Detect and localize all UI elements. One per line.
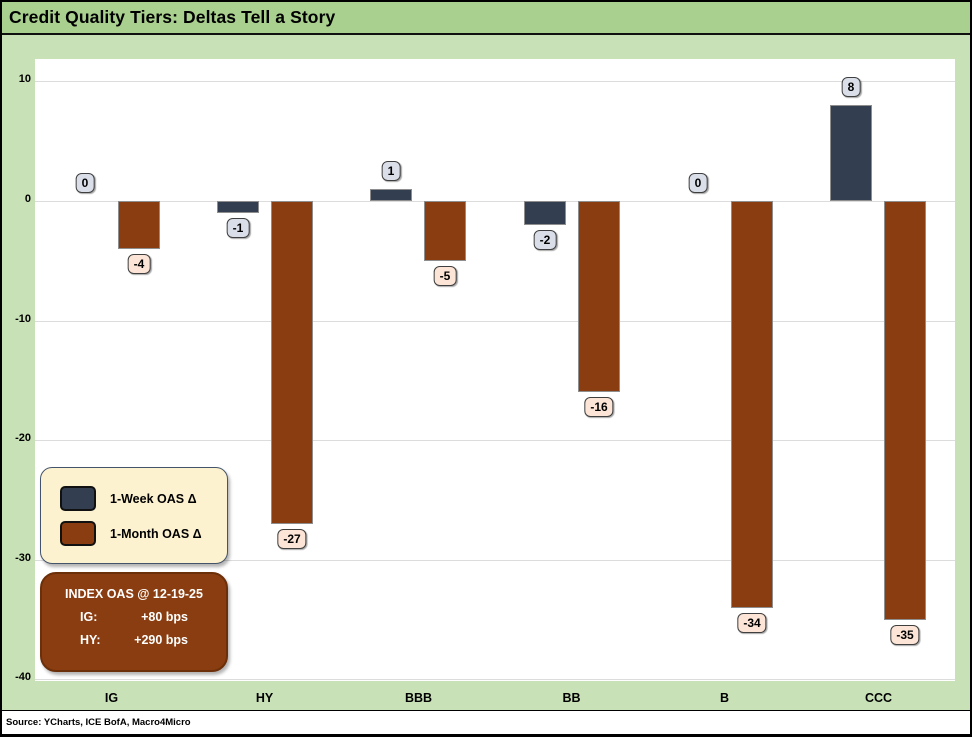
bar-value-label-month-ig: -4: [127, 254, 151, 275]
bar-month-ccc: [884, 201, 926, 620]
legend-item-week: 1-Week OAS Δ: [60, 481, 227, 516]
annotation-title: INDEX OAS @ 12-19-25: [65, 587, 203, 601]
y-axis-label-10: 10: [18, 73, 31, 85]
y-axis-label--30: -30: [15, 552, 31, 564]
legend-label-week: 1-Week OAS Δ: [110, 491, 197, 506]
legend-item-month: 1-Month OAS Δ: [60, 516, 227, 551]
bar-week-ccc: [830, 105, 872, 201]
gridline-10: [35, 81, 955, 82]
source-bar: Source: YCharts, ICE BofA, Macro4Micro: [2, 710, 970, 734]
annotation-row-ig: IG: +80 bps: [42, 610, 226, 624]
bar-value-label-week-bbb: 1: [381, 161, 401, 182]
annotation-row-hy: HY: +290 bps: [42, 633, 226, 647]
bar-value-label-month-bbb: -5: [433, 266, 457, 287]
annotation-hy-label: HY:: [80, 633, 101, 647]
bar-month-b: [731, 201, 773, 608]
week-series-swatch: [60, 486, 96, 511]
bar-month-bbb: [424, 201, 466, 261]
x-axis-label-b: B: [719, 691, 730, 705]
chart-body: 0 -1 1 -2 0 8 -4 -27 -5 -16 -34 -35 1-Week OAS Δ 1-…: [2, 35, 970, 710]
annotation-hy-value: +290 bps: [134, 633, 188, 647]
gridline--20: [35, 440, 955, 441]
bar-value-label-month-b: -34: [737, 613, 767, 634]
month-series-swatch: [60, 521, 96, 546]
y-axis-label--40: -40: [15, 671, 31, 683]
legend: 1-Week OAS Δ 1-Month OAS Δ: [40, 467, 228, 564]
bar-value-label-week-ccc: 8: [841, 77, 861, 98]
x-axis-label-hy: HY: [255, 691, 274, 705]
bar-value-label-week-b: 0: [688, 173, 708, 194]
bar-value-label-month-bb: -16: [584, 397, 614, 418]
bar-month-bb: [578, 201, 620, 392]
bar-value-label-week-ig: 0: [75, 173, 95, 194]
bar-value-label-month-hy: -27: [277, 529, 307, 550]
gridline--40: [35, 679, 955, 680]
bar-month-hy: [271, 201, 313, 524]
y-axis-label--20: -20: [15, 432, 31, 444]
gridline--30: [35, 560, 955, 561]
bar-week-bbb: [370, 189, 412, 201]
x-axis-label-ig: IG: [104, 691, 119, 705]
source-text: Source: YCharts, ICE BofA, Macro4Micro: [6, 717, 191, 728]
legend-label-month: 1-Month OAS Δ: [110, 526, 202, 541]
x-axis-label-bb: BB: [562, 691, 581, 705]
bar-week-bb: [524, 201, 566, 225]
bar-week-hy: [217, 201, 259, 213]
chart-title-bar: Credit Quality Tiers: Deltas Tell a Stor…: [2, 2, 970, 35]
bar-value-label-week-bb: -2: [533, 230, 557, 251]
gridline--10: [35, 321, 955, 322]
annotation-ig-label: IG:: [80, 610, 98, 624]
x-axis-label-ccc: CCC: [864, 691, 893, 705]
bar-value-label-week-hy: -1: [226, 218, 250, 239]
x-axis-label-bbb: BBB: [404, 691, 433, 705]
bar-value-label-month-ccc: -35: [890, 625, 920, 646]
chart-title: Credit Quality Tiers: Deltas Tell a Stor…: [9, 7, 336, 27]
gridline-0: [35, 201, 955, 202]
annotation-ig-value: +80 bps: [141, 610, 188, 624]
y-axis-label--10: -10: [15, 313, 31, 325]
y-axis-label-0: 0: [24, 193, 31, 205]
annotation-box: INDEX OAS @ 12-19-25 IG: +80 bps HY: +29…: [40, 572, 228, 672]
bar-month-ig: [118, 201, 160, 249]
